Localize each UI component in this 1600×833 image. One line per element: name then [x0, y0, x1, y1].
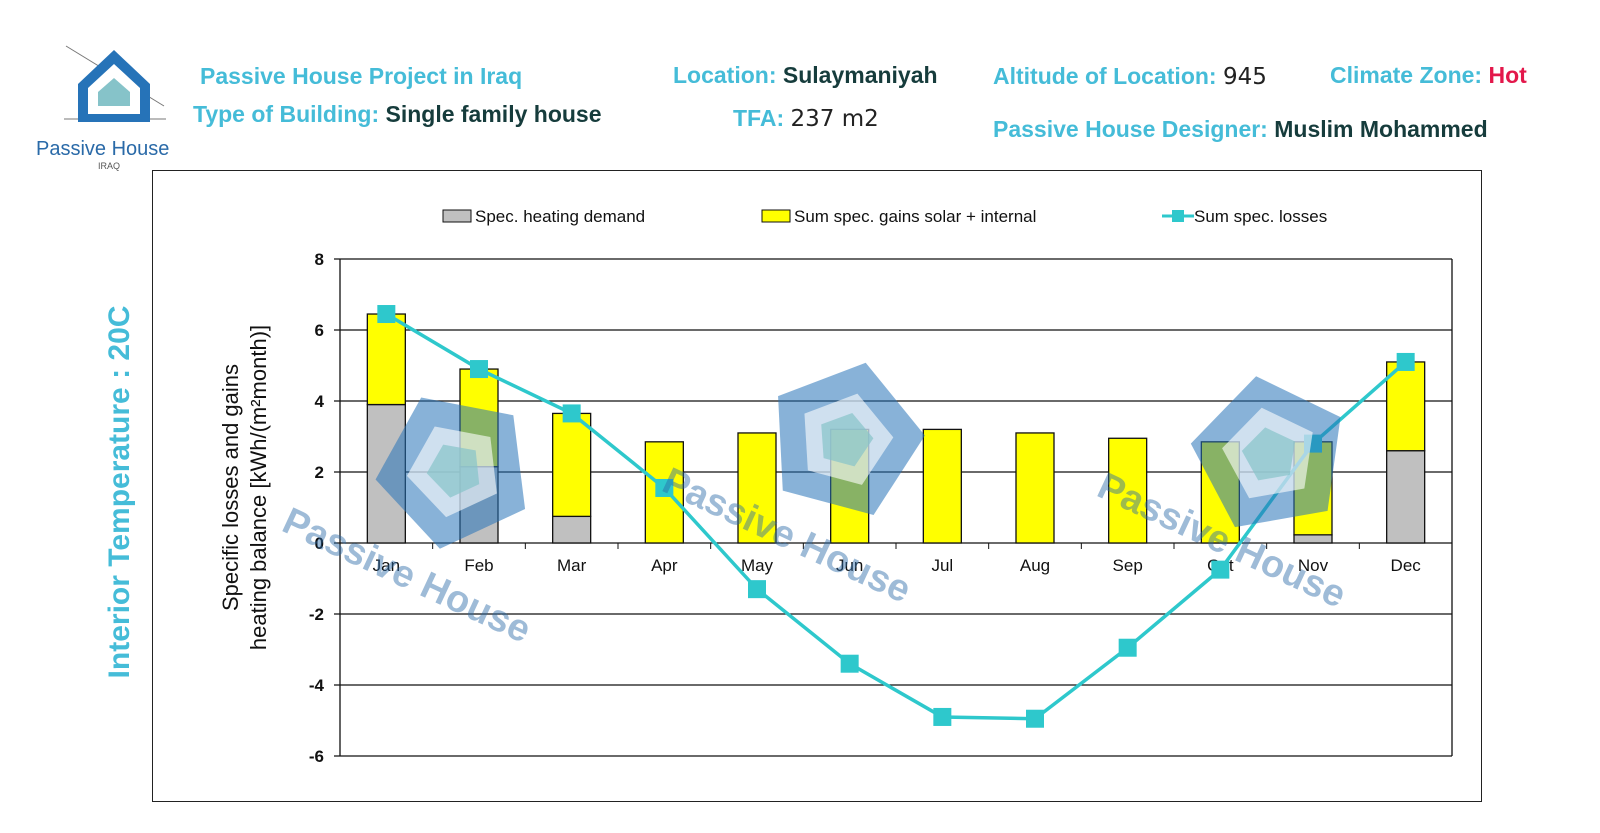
- x-tick-label: Aug: [1020, 556, 1050, 575]
- bar-gains: [1108, 437, 1148, 544]
- x-tick-label: Jun: [836, 556, 863, 575]
- chart-frame: [152, 170, 1482, 802]
- x-tick-label: Jan: [373, 556, 400, 575]
- losses-marker: [933, 707, 952, 726]
- bar-gains: [922, 428, 962, 544]
- legend-label: Sum spec. losses: [1194, 207, 1327, 226]
- building-type: Type of Building: Single family house: [193, 101, 602, 128]
- bar-gains: [1386, 361, 1426, 452]
- climate-label: Climate Zone:: [1330, 62, 1483, 88]
- losses-marker: [562, 404, 581, 423]
- losses-marker: [1211, 560, 1230, 579]
- legend-marker: [1172, 210, 1184, 222]
- logo-sub: IRAQ: [98, 161, 121, 171]
- legend-label: Spec. heating demand: [475, 207, 645, 226]
- y-tick-label: 4: [315, 392, 325, 411]
- losses-marker: [377, 305, 396, 324]
- bar-heating-demand: [552, 515, 592, 544]
- losses-marker: [1118, 638, 1137, 657]
- x-tick-label: Mar: [557, 556, 587, 575]
- losses-line: [385, 312, 1407, 721]
- designer-value: Muslim Mohammed: [1274, 116, 1488, 142]
- losses-marker: [655, 478, 674, 497]
- y-tick-label: 8: [315, 250, 324, 269]
- y-axis-title-line1: Specific losses and gains: [218, 364, 243, 611]
- y-tick-label: 2: [315, 463, 324, 482]
- watermark-logo-core: [1241, 427, 1296, 481]
- losses-marker: [1396, 352, 1415, 371]
- x-tick-label: Jul: [931, 556, 953, 575]
- designer: Passive House Designer: Muslim Mohammed: [993, 116, 1488, 143]
- logo: Passive House IRAQ: [36, 34, 191, 174]
- x-tick-label: Nov: [1298, 556, 1329, 575]
- building-type-value: Single family house: [385, 101, 602, 127]
- losses-marker: [748, 580, 766, 599]
- losses-marker: [840, 654, 859, 673]
- losses-marker: [1026, 709, 1044, 728]
- logo-text: Passive House: [36, 138, 170, 160]
- x-tick-label: May: [741, 556, 774, 575]
- tfa-value: 237 m2: [790, 106, 879, 132]
- altitude-value: 945: [1222, 64, 1267, 90]
- climate-zone: Climate Zone: Hot: [1330, 62, 1527, 89]
- location-label: Location:: [673, 62, 777, 88]
- x-tick-label: Feb: [464, 556, 493, 575]
- y-tick-label: -6: [309, 747, 324, 766]
- bar-gains: [366, 313, 406, 406]
- building-type-label: Type of Building:: [193, 101, 380, 127]
- legend-swatch: [442, 209, 472, 223]
- bar-gains: [737, 432, 777, 544]
- watermark-logo-core: [426, 444, 480, 498]
- x-tick-label: Sep: [1113, 556, 1143, 575]
- legend-swatch: [761, 209, 791, 223]
- y-tick-label: -4: [309, 676, 325, 695]
- losses-marker: [470, 360, 488, 379]
- logo-house-icon: [64, 45, 166, 122]
- location: Location: Sulaymaniyah: [673, 62, 938, 89]
- bar-heating-demand: [1386, 450, 1426, 544]
- climate-value: Hot: [1488, 62, 1527, 88]
- tfa-label: TFA:: [733, 105, 785, 131]
- y-tick-label: -2: [309, 605, 324, 624]
- y-tick-label: 6: [315, 321, 324, 340]
- y-tick-label: 0: [315, 534, 324, 553]
- altitude-label: Altitude of Location:: [993, 63, 1217, 89]
- legend-label: Sum spec. gains solar + internal: [794, 207, 1036, 226]
- designer-label: Passive House Designer:: [993, 116, 1268, 142]
- x-tick-label: Apr: [651, 556, 678, 575]
- watermark-logo-core: [821, 412, 874, 467]
- bar-heating-demand: [1293, 534, 1333, 544]
- project-title: Passive House Project in Iraq: [200, 63, 523, 89]
- location-value: Sulaymaniyah: [782, 62, 938, 88]
- tfa: TFA: 237 m2: [733, 105, 879, 132]
- x-tick-label: Dec: [1391, 556, 1422, 575]
- bar-gains: [1015, 432, 1055, 544]
- altitude: Altitude of Location: 945: [993, 63, 1267, 90]
- bar-gains: [552, 412, 592, 518]
- y-axis-title-line2: heating balance [kWh/(m²month)]: [246, 325, 271, 650]
